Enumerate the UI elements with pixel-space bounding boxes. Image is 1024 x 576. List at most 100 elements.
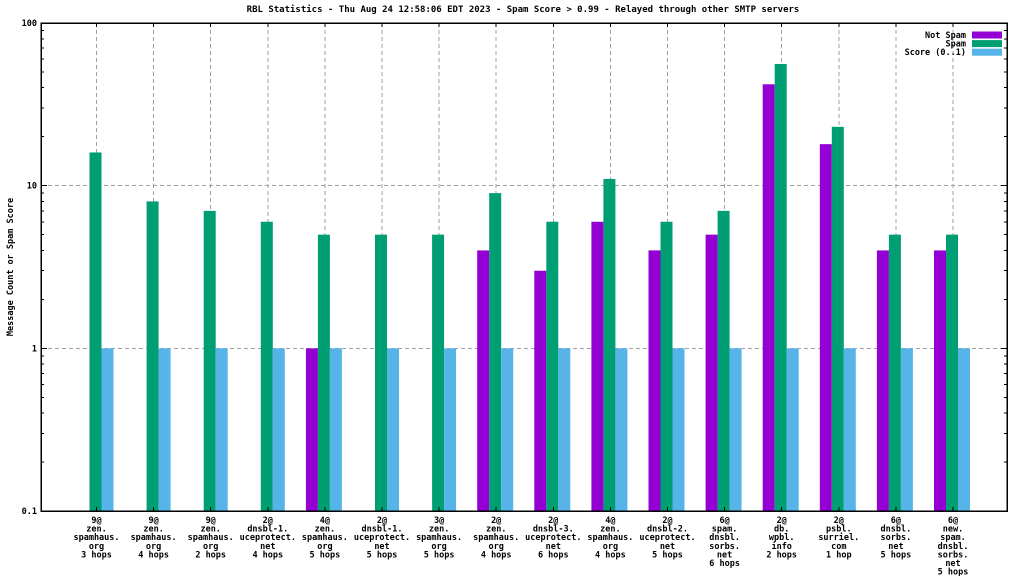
plot-border bbox=[40, 22, 1008, 512]
bar-score-0-1- bbox=[329, 348, 342, 511]
x-category-label: 2@ bbox=[548, 516, 558, 526]
x-category-label: 6 hops bbox=[709, 559, 740, 569]
x-category-label: spam. bbox=[940, 533, 966, 543]
legend-label: Not Spam bbox=[925, 31, 966, 41]
x-category-label: 5 hops bbox=[367, 550, 398, 560]
x-category-label: 6 hops bbox=[538, 550, 569, 560]
bar-spam bbox=[660, 221, 673, 511]
x-category-label: 5 hops bbox=[424, 550, 455, 560]
x-category-label: 6@ bbox=[719, 516, 729, 526]
bar-score-0-1- bbox=[387, 348, 399, 511]
x-category-label: uceprotect. bbox=[354, 533, 410, 543]
bar-spam bbox=[546, 221, 559, 511]
bar-not-spam bbox=[934, 250, 946, 511]
x-category-label: net bbox=[374, 542, 389, 552]
x-category-label: dnsbl. bbox=[881, 525, 912, 535]
x-category-label: spamhaus. bbox=[131, 533, 177, 543]
x-category-label: 2@ bbox=[263, 516, 273, 526]
bar-score-0-1- bbox=[729, 348, 742, 511]
x-category-label: 4@ bbox=[605, 516, 615, 526]
x-category-label: 4 hops bbox=[481, 550, 512, 560]
x-category-label: zen. bbox=[86, 525, 106, 535]
x-category-label: net bbox=[945, 559, 960, 569]
bar-score-0-1- bbox=[900, 348, 913, 511]
x-category-label: spam. bbox=[712, 525, 738, 535]
x-category-label: org bbox=[89, 542, 104, 552]
y-tick-label: 10 bbox=[27, 182, 37, 192]
x-category-label: uceprotect. bbox=[639, 533, 695, 543]
x-category-label: spamhaus. bbox=[73, 533, 119, 543]
x-category-label: 9@ bbox=[206, 516, 216, 526]
x-category-label: 2@ bbox=[777, 516, 787, 526]
bar-not-spam bbox=[648, 250, 661, 511]
x-category-label: org bbox=[603, 542, 618, 552]
x-category-label: wpbl. bbox=[769, 533, 795, 543]
legend-label: Spam bbox=[946, 40, 966, 50]
bar-spam bbox=[89, 152, 102, 512]
x-category-label: dnsbl. bbox=[709, 533, 740, 543]
x-category-label: uceprotect. bbox=[240, 533, 296, 543]
x-category-label: 2@ bbox=[834, 516, 844, 526]
x-category-label: 5 hops bbox=[938, 568, 969, 576]
x-category-label: 2 hops bbox=[766, 550, 797, 560]
x-category-label: org bbox=[489, 542, 504, 552]
bar-spam bbox=[146, 201, 159, 511]
x-category-label: info bbox=[771, 541, 791, 552]
x-category-label: 2@ bbox=[662, 516, 672, 526]
x-category-label: new. bbox=[943, 525, 963, 535]
legend-label: Score (0..1) bbox=[905, 48, 966, 58]
bar-not-spam bbox=[705, 234, 718, 511]
x-category-label: zen. bbox=[200, 525, 220, 535]
bar-spam bbox=[203, 210, 216, 511]
x-category-label: 3 hops bbox=[81, 550, 112, 560]
x-category-label: 1 hop bbox=[826, 550, 852, 560]
bar-score-0-1- bbox=[843, 348, 856, 511]
x-category-label: 3@ bbox=[434, 516, 444, 526]
x-category-label: org bbox=[431, 542, 446, 552]
x-category-label: 4 hops bbox=[252, 550, 283, 560]
x-category-label: spamhaus. bbox=[473, 533, 519, 543]
bar-spam bbox=[260, 221, 273, 511]
x-category-label: uceprotect. bbox=[525, 533, 581, 543]
bar-not-spam bbox=[305, 348, 318, 511]
bar-score-0-1- bbox=[215, 348, 228, 511]
bar-not-spam bbox=[876, 250, 889, 511]
x-category-label: net bbox=[717, 550, 732, 560]
x-category-label: spamhaus. bbox=[587, 533, 633, 543]
bar-spam bbox=[375, 234, 387, 511]
x-category-label: 5 hops bbox=[652, 550, 683, 560]
x-category-label: 2 hops bbox=[195, 550, 226, 560]
bar-score-0-1- bbox=[272, 348, 285, 511]
bar-not-spam bbox=[477, 250, 490, 511]
x-category-label: 6@ bbox=[891, 516, 901, 526]
bar-not-spam bbox=[591, 221, 604, 511]
x-category-label: org bbox=[317, 542, 332, 552]
x-category-label: net bbox=[546, 542, 561, 552]
bar-not-spam bbox=[762, 84, 775, 511]
x-category-label: spamhaus. bbox=[416, 533, 462, 543]
x-category-label: sorbs. bbox=[881, 533, 912, 543]
x-category-label: net bbox=[888, 542, 903, 552]
x-category-label: dnsbl-2. bbox=[647, 525, 688, 535]
x-category-label: surriel. bbox=[818, 532, 859, 543]
bar-spam bbox=[717, 210, 730, 511]
x-category-label: dnsbl. bbox=[938, 542, 969, 552]
legend-swatch bbox=[972, 31, 1002, 39]
y-axis-label: Message Count or Spam Score bbox=[6, 197, 16, 337]
x-category-label: spamhaus. bbox=[302, 533, 348, 543]
bar-not-spam bbox=[534, 270, 547, 511]
bar-spam bbox=[888, 234, 901, 511]
bar-score-0-1- bbox=[558, 348, 571, 511]
x-category-label: 9@ bbox=[148, 516, 158, 526]
x-category-label: dnsbl-3. bbox=[533, 525, 574, 535]
bar-spam bbox=[317, 234, 330, 511]
bar-score-0-1- bbox=[444, 348, 457, 511]
x-category-label: 6@ bbox=[948, 516, 958, 526]
bar-score-0-1- bbox=[158, 348, 171, 511]
x-category-label: 5 hops bbox=[310, 550, 341, 560]
x-category-label: net bbox=[660, 542, 675, 552]
bar-spam bbox=[774, 63, 787, 511]
x-category-label: db. bbox=[774, 525, 789, 535]
y-tick-label: 100 bbox=[22, 19, 37, 29]
